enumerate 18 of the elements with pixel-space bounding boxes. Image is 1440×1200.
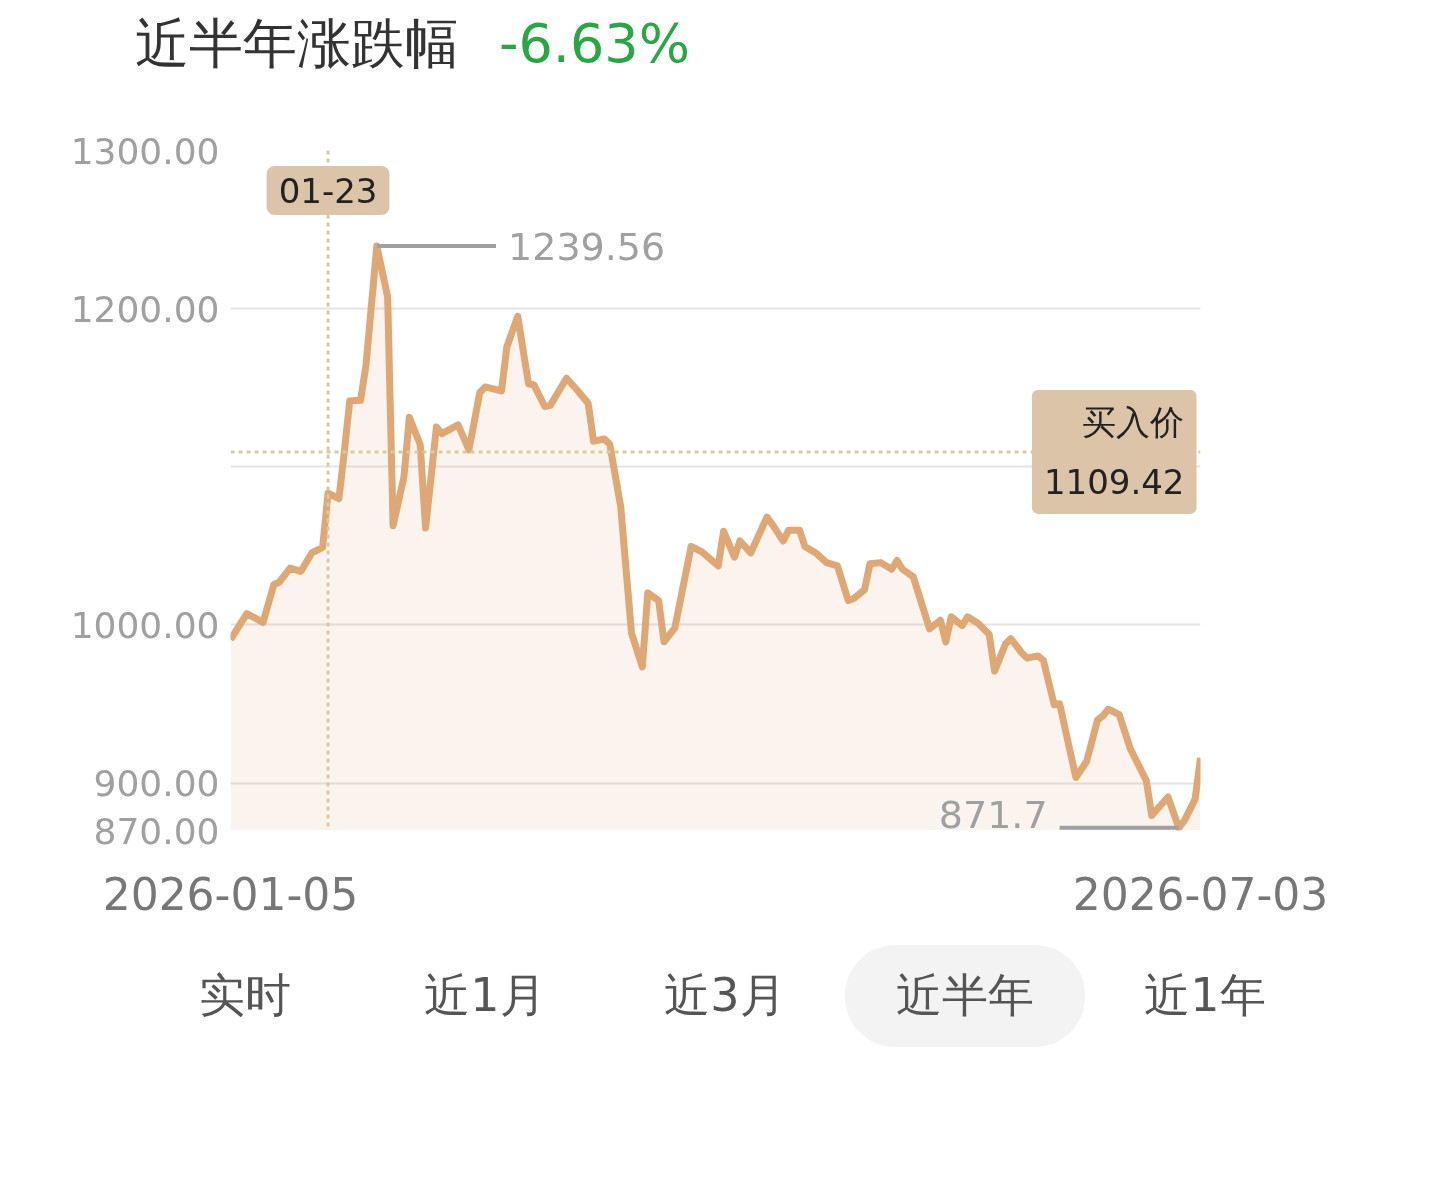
text: 近1年 <box>1143 967 1267 1024</box>
y-tick-label: 1000.00 <box>70 604 220 646</box>
ref-line-label: 买入价 1109.42 <box>1043 401 1185 502</box>
text: 近半年 <box>845 945 1085 1047</box>
annotation: 871.7 <box>938 792 1048 837</box>
chart-subtitle: -6.63% <box>499 12 691 75</box>
ref-line-label: 01-23 <box>278 171 378 211</box>
text: 近3月 <box>663 967 787 1024</box>
text: 实时 <box>198 967 292 1024</box>
x-tick-label: 2026-07-03 <box>1072 868 1329 920</box>
chart-title: 近半年涨跌幅 <box>135 12 459 75</box>
text: 近1月 <box>423 967 547 1024</box>
y-tick-label: 1200.00 <box>70 288 220 330</box>
y-tick-label: 900.00 <box>93 763 220 805</box>
x-tick-label: 2026-01-05 <box>102 868 359 920</box>
annotation: 1239.56 <box>508 224 666 269</box>
y-tick-label: 1300.00 <box>70 130 220 172</box>
y-tick-label: 870.00 <box>93 810 220 852</box>
